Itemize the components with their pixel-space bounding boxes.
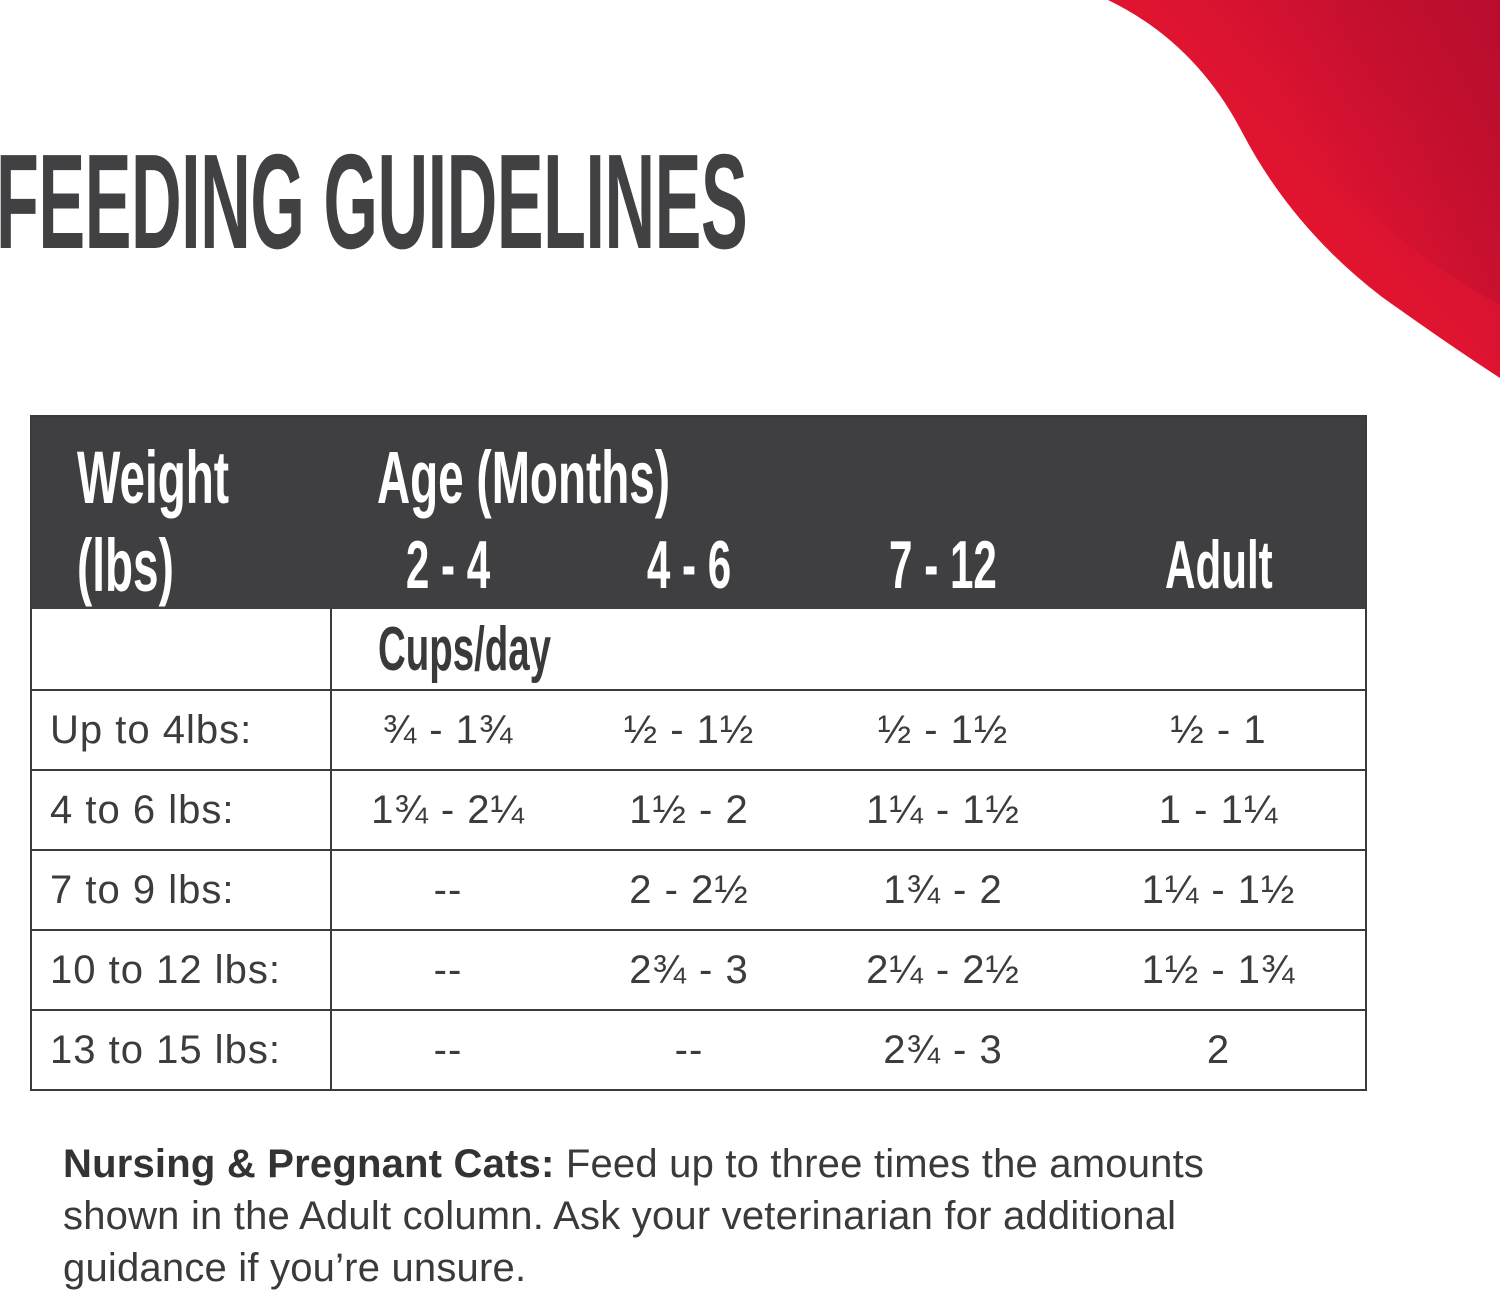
value-cell: 1¼ - 1½ — [866, 787, 1020, 832]
age-column-adult: Adult — [1072, 521, 1365, 609]
table-header: Weight Age (Months) (lbs) 2 - 4 4 - 6 7 … — [32, 417, 1365, 609]
feeding-guidelines-table: Weight Age (Months) (lbs) 2 - 4 4 - 6 7 … — [30, 415, 1367, 1091]
footnote: Nursing & Pregnant Cats: Feed up to thre… — [63, 1138, 1403, 1294]
value-cell: 2¾ - 3 — [629, 947, 749, 992]
units-row-blank-cell — [32, 609, 332, 689]
weight-column-header: Weight — [32, 417, 332, 521]
units-label: Cups/day — [378, 614, 552, 684]
value-cell: ½ - 1½ — [623, 707, 755, 752]
age-column-label: 4 - 6 — [646, 527, 732, 603]
value-cell: 1¼ - 1½ — [1141, 867, 1296, 912]
value-cell: 1½ - 1¾ — [1141, 947, 1296, 992]
weight-unit-header: (lbs) — [32, 521, 332, 609]
table-row: 7 to 9 lbs: -- 2 - 2½ 1¾ - 2 1¼ - 1½ — [32, 849, 1365, 929]
table-row: 13 to 15 lbs: -- -- 2¾ - 3 2 — [32, 1009, 1365, 1089]
footnote-line: shown in the Adult column. Ask your vete… — [63, 1194, 1177, 1238]
value-cell: 1 - 1¼ — [1158, 787, 1279, 832]
age-label: Age (Months) — [377, 436, 671, 519]
table-row: 10 to 12 lbs: -- 2¾ - 3 2¼ - 2½ 1½ - 1¾ — [32, 929, 1365, 1009]
age-months-header: Age (Months) — [332, 417, 1365, 521]
value-cell: -- — [433, 1027, 463, 1072]
weight-unit-label: (lbs) — [77, 524, 174, 607]
value-cell: 2¼ - 2½ — [866, 947, 1020, 992]
value-cell: 2 — [1206, 1027, 1231, 1072]
footnote-line1-rest: Feed up to three times the amounts — [554, 1142, 1205, 1186]
units-cell: Cups/day — [332, 609, 1365, 689]
age-column-7-12: 7 - 12 — [814, 521, 1072, 609]
value-cell: 1¾ - 2 — [883, 867, 1003, 912]
value-cell: -- — [433, 947, 463, 992]
value-cell: 2 - 2½ — [629, 867, 749, 912]
age-column-2-4: 2 - 4 — [332, 521, 564, 609]
value-cell: 1½ - 2 — [629, 787, 749, 832]
age-column-label: 2 - 4 — [405, 527, 491, 603]
page-title: FEEDING GUIDELINES — [0, 126, 748, 277]
weight-cell: Up to 4lbs: — [32, 691, 332, 769]
footnote-line: Nursing & Pregnant Cats: Feed up to thre… — [63, 1138, 1403, 1190]
value-cell: -- — [433, 867, 463, 912]
weight-label: Weight — [77, 436, 230, 519]
units-row: Cups/day — [32, 609, 1365, 689]
age-column-4-6: 4 - 6 — [564, 521, 814, 609]
red-swoosh-graphic — [1108, 0, 1500, 378]
footnote-line: guidance if you’re unsure. — [63, 1246, 527, 1290]
age-column-label: 7 - 12 — [889, 527, 997, 603]
footnote-lead: Nursing & Pregnant Cats: — [63, 1142, 555, 1186]
weight-cell: 13 to 15 lbs: — [32, 1011, 332, 1089]
value-cell: -- — [674, 1027, 704, 1072]
table-row: Up to 4lbs: ¾ - 1¾ ½ - 1½ ½ - 1½ ½ - 1 — [32, 689, 1365, 769]
weight-cell: 7 to 9 lbs: — [32, 851, 332, 929]
value-cell: ½ - 1½ — [877, 707, 1009, 752]
value-cell: ½ - 1 — [1170, 707, 1267, 752]
weight-cell: 10 to 12 lbs: — [32, 931, 332, 1009]
value-cell: 1¾ - 2¼ — [371, 787, 525, 832]
age-column-label: Adult — [1164, 527, 1273, 603]
weight-cell: 4 to 6 lbs: — [32, 771, 332, 849]
value-cell: 2¾ - 3 — [883, 1027, 1003, 1072]
value-cell: ¾ - 1¾ — [382, 707, 514, 752]
table-row: 4 to 6 lbs: 1¾ - 2¼ 1½ - 2 1¼ - 1½ 1 - 1… — [32, 769, 1365, 849]
